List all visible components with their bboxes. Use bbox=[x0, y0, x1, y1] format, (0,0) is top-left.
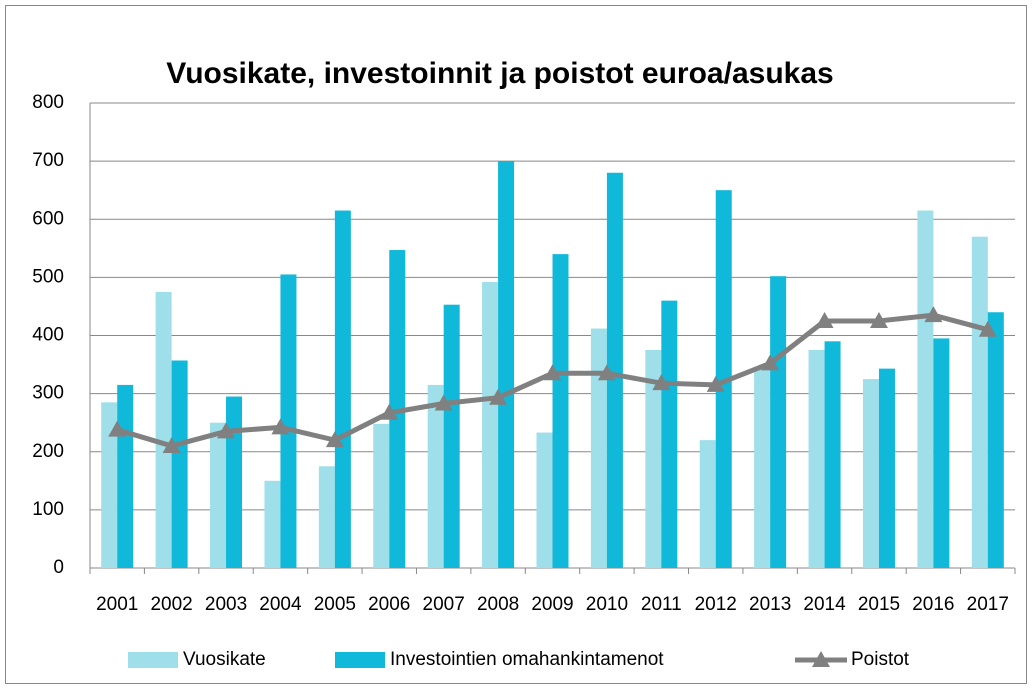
marker bbox=[597, 364, 616, 381]
chart-title: Vuosikate, investoinnit ja poistot euroa… bbox=[166, 57, 833, 90]
marker bbox=[162, 436, 181, 453]
marker bbox=[489, 388, 508, 405]
bar bbox=[536, 432, 553, 568]
bar bbox=[606, 172, 623, 568]
x-tick-label: 2013 bbox=[749, 594, 791, 615]
bar bbox=[754, 367, 771, 568]
marker bbox=[924, 306, 943, 323]
legend-label: Investointien omahankintamenot bbox=[390, 649, 664, 670]
y-tick-label: 200 bbox=[32, 441, 64, 462]
x-tick-label: 2008 bbox=[477, 594, 519, 615]
marker bbox=[217, 422, 236, 439]
x-tick-label: 2006 bbox=[368, 594, 410, 615]
bar bbox=[645, 350, 662, 568]
marker bbox=[706, 375, 725, 392]
bar bbox=[334, 210, 351, 568]
marker bbox=[380, 403, 399, 420]
x-tick-label: 2012 bbox=[695, 594, 737, 615]
marker bbox=[761, 354, 780, 371]
bar bbox=[862, 379, 879, 568]
legend-label: Vuosikate bbox=[183, 649, 266, 670]
x-tick-label: 2011 bbox=[641, 594, 682, 615]
bar bbox=[699, 440, 716, 568]
bar bbox=[226, 396, 243, 568]
y-tick-label: 500 bbox=[32, 266, 64, 287]
marker bbox=[978, 320, 997, 337]
legend-swatch bbox=[812, 651, 830, 667]
marker bbox=[815, 311, 834, 328]
x-tick-label: 2005 bbox=[314, 594, 356, 615]
y-tick-label: 700 bbox=[32, 150, 64, 171]
bar bbox=[498, 161, 515, 568]
marker bbox=[325, 431, 344, 448]
marker bbox=[271, 418, 290, 435]
bar bbox=[770, 276, 787, 568]
bar bbox=[443, 304, 460, 568]
bar bbox=[971, 236, 988, 568]
bar bbox=[590, 328, 607, 568]
y-tick-label: 100 bbox=[32, 499, 64, 520]
y-tick-label: 0 bbox=[53, 557, 64, 578]
bar bbox=[318, 466, 335, 568]
y-tick-label: 800 bbox=[32, 92, 64, 113]
legend-swatch bbox=[335, 652, 385, 668]
marker bbox=[543, 364, 562, 381]
bar bbox=[101, 402, 118, 568]
bar bbox=[171, 360, 188, 568]
bar bbox=[661, 300, 678, 568]
bar bbox=[373, 423, 390, 568]
x-tick-label: 2014 bbox=[803, 594, 846, 615]
x-tick-label: 2017 bbox=[967, 594, 1009, 615]
bar bbox=[878, 368, 895, 568]
bar bbox=[987, 312, 1004, 568]
marker bbox=[652, 374, 671, 391]
y-tick-label: 600 bbox=[32, 208, 64, 229]
x-tick-label: 2015 bbox=[858, 594, 900, 615]
x-tick-label: 2003 bbox=[205, 594, 247, 615]
legend-swatch bbox=[128, 652, 178, 668]
x-tick-label: 2016 bbox=[912, 594, 954, 615]
bar bbox=[917, 210, 934, 568]
x-tick-label: 2009 bbox=[531, 594, 573, 615]
marker bbox=[108, 420, 127, 437]
y-tick-label: 400 bbox=[32, 325, 64, 346]
legend-label: Poistot bbox=[851, 649, 910, 670]
chart-border bbox=[5, 5, 1027, 684]
x-tick-label: 2007 bbox=[423, 594, 465, 615]
bar bbox=[482, 282, 499, 568]
marker bbox=[869, 311, 888, 328]
y-tick-label: 300 bbox=[32, 383, 64, 404]
bar bbox=[264, 480, 281, 568]
bar bbox=[427, 384, 444, 568]
bar bbox=[808, 350, 825, 568]
x-tick-label: 2004 bbox=[259, 594, 302, 615]
bar bbox=[155, 291, 172, 568]
bar bbox=[552, 254, 569, 568]
bar bbox=[117, 384, 134, 568]
x-tick-label: 2002 bbox=[150, 594, 192, 615]
bar bbox=[210, 422, 227, 568]
bar bbox=[933, 338, 950, 568]
marker bbox=[434, 394, 453, 411]
bar bbox=[280, 274, 297, 568]
x-tick-label: 2010 bbox=[586, 594, 628, 615]
bar bbox=[824, 341, 841, 568]
x-tick-label: 2001 bbox=[96, 594, 138, 615]
